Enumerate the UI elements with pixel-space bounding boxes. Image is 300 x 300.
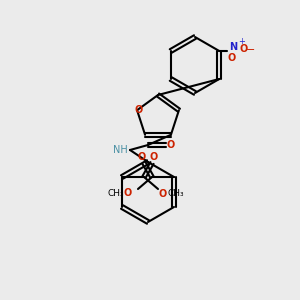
Text: O: O — [227, 53, 236, 63]
Text: O: O — [124, 188, 132, 198]
Text: CH₃: CH₃ — [108, 188, 124, 197]
Text: CH₃: CH₃ — [168, 190, 184, 199]
Text: O: O — [239, 44, 248, 54]
Text: O: O — [167, 140, 175, 150]
Text: O: O — [135, 105, 143, 115]
Text: −: − — [246, 45, 255, 55]
Text: O: O — [138, 152, 146, 162]
Text: +: + — [238, 37, 245, 46]
Text: N: N — [229, 42, 237, 52]
Text: O: O — [159, 189, 167, 199]
Text: NH: NH — [112, 145, 128, 155]
Text: O: O — [150, 152, 158, 162]
